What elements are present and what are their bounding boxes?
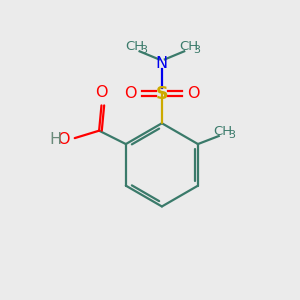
Text: O: O xyxy=(57,132,69,147)
Text: S: S xyxy=(156,85,168,103)
Text: CH: CH xyxy=(179,40,198,53)
Text: 3: 3 xyxy=(228,130,235,140)
Text: CH: CH xyxy=(214,125,233,138)
Text: O: O xyxy=(124,86,137,101)
Text: O: O xyxy=(95,85,108,100)
Text: H: H xyxy=(49,132,62,147)
Text: CH: CH xyxy=(126,40,145,53)
Text: O: O xyxy=(187,86,199,101)
Text: 3: 3 xyxy=(194,45,200,55)
Text: N: N xyxy=(156,56,168,71)
Text: 3: 3 xyxy=(140,45,147,55)
